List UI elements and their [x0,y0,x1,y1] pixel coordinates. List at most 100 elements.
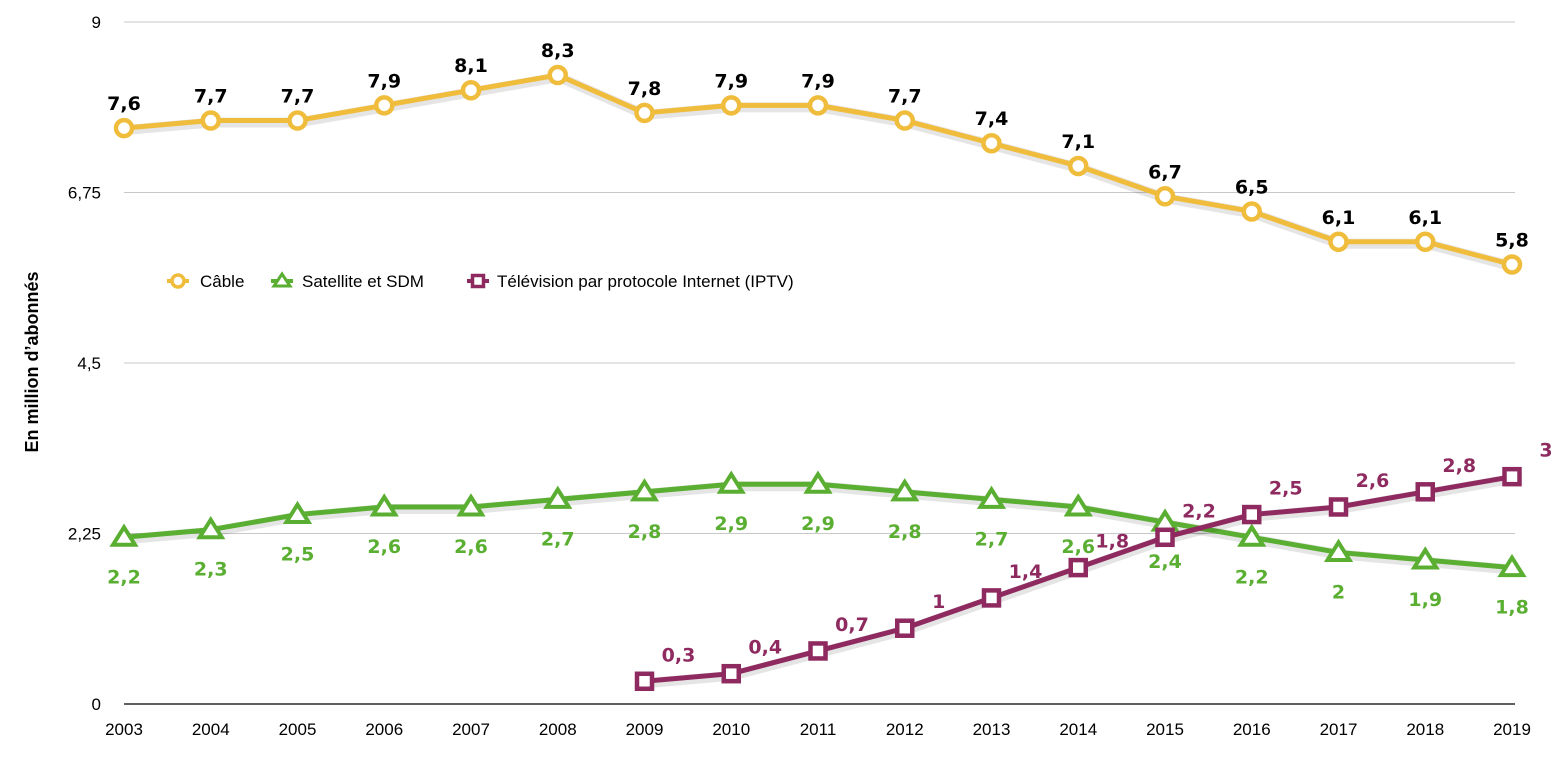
data-label: 2,2 [107,566,141,588]
data-point [282,500,313,525]
data-label: 1,8 [1495,597,1529,619]
data-label: 2,6 [1061,536,1095,558]
data-point [374,95,395,116]
y-axis-ticks: 0 2,25 4,5 6,75 9 [68,13,101,714]
data-label: 6,1 [1408,207,1442,229]
data-label: 2,6 [454,536,488,558]
data-label: 0,7 [835,614,869,636]
data-point [1323,538,1354,562]
data-point [981,588,1002,608]
data-point [1502,466,1522,487]
data-point [976,485,1007,509]
data-point [629,478,660,502]
data-label: 7,6 [107,93,141,115]
x-tick-label: 2007 [452,720,490,739]
data-label: 2,9 [801,513,835,535]
series-2 [109,470,1527,578]
y-tick-label: 2,25 [68,525,101,544]
data-label: 2,3 [194,559,228,581]
legend-label: Satellite et SDM [302,272,424,291]
data-point [1150,508,1180,532]
x-tick-label: 2014 [1059,720,1097,739]
data-point [1410,546,1440,570]
data-label: 7,8 [628,78,662,100]
x-tick-label: 2016 [1233,720,1271,739]
data-point [287,110,308,131]
data-label: 8,1 [454,55,488,77]
data-point [1501,254,1523,275]
legend-marker [470,273,486,289]
data-point [1155,527,1175,548]
x-axis-ticks: 2003 2004 2005 2006 2007 2008 2009 2010 2011 2012… [105,720,1531,739]
y-tick-label: 9 [92,13,101,32]
data-label: 5,8 [1495,229,1529,251]
data-label: 2,2 [1235,566,1269,588]
data-label: 1,8 [1095,531,1129,553]
data-label: 2,5 [281,544,315,566]
data-point [721,663,741,684]
data-label: 2 [1332,581,1345,603]
data-point [807,95,829,116]
data-label: 2,6 [367,536,401,558]
data-label: 7,7 [194,86,228,108]
x-tick-label: 2011 [800,720,837,739]
series-1 [113,64,1523,275]
data-point [890,478,920,502]
legend: Câble Satellite et SDM Télévision par prot… [167,271,794,291]
y-axis-title: En million d’abonnés [22,271,42,452]
data-label: 0,3 [662,644,696,666]
data-label: 7,9 [714,70,748,92]
data-label: 2,8 [1442,455,1476,477]
data-point [721,95,742,116]
data-label: 0,4 [748,637,782,659]
data-point [1328,231,1349,253]
data-point [1068,557,1088,578]
x-tick-label: 2015 [1146,720,1184,739]
legend-item-1: Câble [167,272,244,291]
series-3 [634,466,1522,692]
y-tick-label: 6,75 [68,184,101,203]
data-point [634,102,655,124]
data-label: 2,8 [888,521,922,543]
data-point [200,110,221,131]
data-point [1415,231,1436,253]
series-group [109,64,1527,692]
data-point [543,485,573,509]
data-label: 6,5 [1235,176,1269,198]
data-point [1415,482,1435,502]
data-label: 6,7 [1148,161,1182,183]
x-tick-label: 2004 [192,720,230,739]
data-label: 2,4 [1148,551,1182,573]
data-point [547,64,568,86]
x-tick-label: 2017 [1320,720,1358,739]
data-label: 7,9 [367,70,401,92]
data-point [109,523,139,547]
data-point [894,110,915,131]
data-point [456,493,486,517]
data-label: 3 [1539,440,1552,462]
data-label: 2,6 [1356,470,1390,492]
legend-item-2: Satellite et SDM [271,271,424,291]
data-label: 7,1 [1061,131,1095,153]
x-tick-label: 2018 [1406,720,1444,739]
legend-label: Câble [200,272,244,291]
gridlines [124,21,1515,705]
x-tick-label: 2008 [539,720,577,739]
x-tick-label: 2005 [279,720,317,739]
x-tick-label: 2006 [365,720,403,739]
x-tick-label: 2003 [105,720,143,739]
data-point [1237,523,1267,547]
data-point [369,493,399,517]
data-label: 2,5 [1269,478,1303,500]
data-point [803,470,833,494]
data-point [1241,201,1262,222]
legend-marker [271,271,293,288]
x-tick-label: 2012 [886,720,924,739]
data-label: 8,3 [541,40,575,62]
data-label: 7,7 [888,86,922,108]
data-point [196,515,226,540]
data-label: 2,9 [714,513,748,535]
data-point [460,79,482,101]
x-tick-label: 2013 [973,720,1011,739]
